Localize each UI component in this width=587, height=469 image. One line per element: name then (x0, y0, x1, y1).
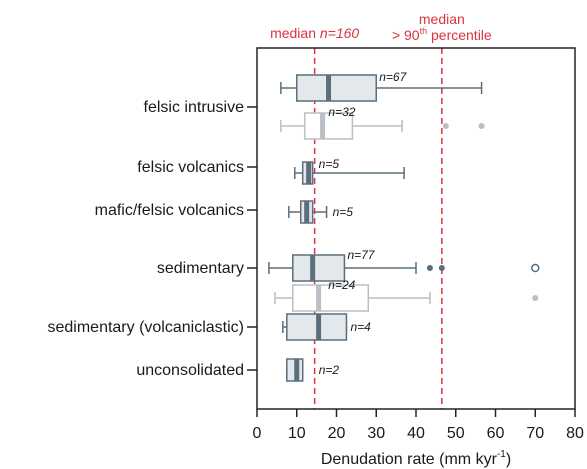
x-tick-label: 80 (566, 425, 584, 442)
x-tick-label: 20 (328, 425, 346, 442)
median-bar (304, 201, 310, 223)
box-dark: n=4 (282, 313, 371, 341)
reference-label-part: n=160 (320, 25, 360, 41)
category-label: unconsolidated (136, 362, 244, 379)
x-tick-label: 0 (253, 425, 262, 442)
iqr-box (292, 284, 370, 312)
x-tick-label: 40 (407, 425, 425, 442)
x-axis-title: Denudation rate (mm kyr-1) (321, 449, 511, 468)
iqr-box (303, 112, 354, 140)
reference-label: median (419, 11, 465, 27)
median-bar (294, 359, 300, 381)
reference-label-part: th (420, 26, 428, 36)
category-label: mafic/felsic volcanics (95, 202, 244, 219)
box-dark: n=2 (286, 358, 340, 382)
axes (256, 47, 576, 410)
x-axis-title-part: ) (506, 451, 511, 468)
x-tick-label: 10 (288, 425, 306, 442)
category-label: felsic volcanics (137, 159, 244, 176)
category-label: sedimentary (157, 260, 244, 277)
outlier-point (532, 295, 539, 301)
n-label: n=77 (347, 248, 375, 262)
median-bar (326, 75, 332, 101)
outlier-point (531, 263, 540, 273)
n-label: n=24 (328, 278, 355, 292)
iqr-box (296, 74, 377, 102)
box-light: n=32 (280, 105, 485, 140)
reference-label: > 90th percentile (392, 26, 492, 43)
median-bar (310, 255, 316, 281)
x-axis: 0 10 20 30 40 50 60 70 80 Denudation rate (mm kyr… (253, 409, 584, 468)
x-tick-label: 70 (526, 425, 544, 442)
x-tick-label: 50 (447, 425, 465, 442)
reference-label-part: > 90 (392, 27, 420, 43)
x-axis-title-part: Denudation rate (mm kyr (321, 451, 498, 468)
x-tick-label: 30 (367, 425, 385, 442)
n-label: n=5 (333, 205, 354, 219)
reference-label: median n=160 (270, 25, 359, 41)
median-bar (316, 314, 322, 340)
n-label: n=67 (379, 70, 407, 84)
x-axis-title-part: -1 (497, 449, 506, 460)
x-tick-label: 60 (487, 425, 505, 442)
outlier-point (478, 123, 485, 129)
reference-label-part: median (270, 25, 320, 41)
category-label: felsic intrusive (144, 99, 245, 116)
box-light: n=24 (274, 278, 539, 312)
boxes: n=67 n=32 n=5 n=5 n=77 n=24 n=4 n=2 (268, 70, 540, 382)
plot-frame (256, 47, 576, 410)
median-bar (306, 162, 312, 184)
n-label: n=4 (350, 320, 371, 334)
n-label: n=2 (319, 363, 340, 377)
box-dark: n=5 (294, 157, 405, 185)
outlier-point (426, 265, 433, 271)
reference-label-part: percentile (427, 27, 492, 43)
n-label: n=32 (328, 105, 355, 119)
outlier-point (438, 265, 445, 271)
category-label: sedimentary (volcaniclastic) (47, 319, 244, 336)
n-label: n=5 (319, 157, 340, 171)
box-dark: n=5 (288, 200, 354, 224)
iqr-box (292, 254, 346, 282)
category-labels: felsic intrusive felsic volcanics mafic/fe… (47, 99, 257, 379)
outlier-point (442, 123, 449, 129)
median-bar (320, 113, 326, 139)
box-dark: n=77 (268, 248, 540, 282)
median-bar (316, 285, 322, 311)
box-dark: n=67 (280, 70, 483, 102)
